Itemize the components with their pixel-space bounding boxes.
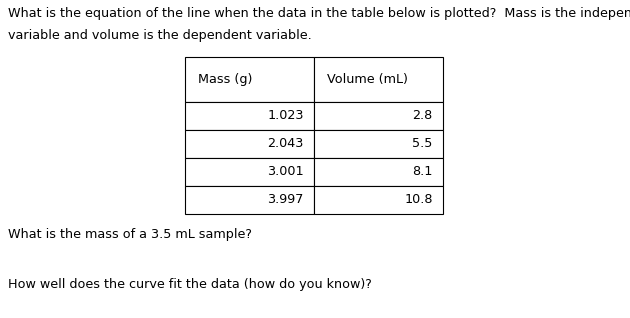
Text: 8.1: 8.1 — [412, 165, 433, 178]
Text: What is the mass of a 3.5 mL sample?: What is the mass of a 3.5 mL sample? — [8, 228, 252, 241]
Text: variable and volume is the dependent variable.: variable and volume is the dependent var… — [8, 29, 312, 42]
Bar — [185, 158, 314, 186]
Text: How well does the curve fit the data (how do you know)?: How well does the curve fit the data (ho… — [8, 278, 372, 291]
Bar — [314, 102, 443, 130]
Text: 3.001: 3.001 — [267, 165, 304, 178]
Bar — [185, 186, 314, 214]
Text: Volume (mL): Volume (mL) — [327, 73, 408, 86]
Text: What is the equation of the line when the data in the table below is plotted?  M: What is the equation of the line when th… — [8, 7, 630, 20]
Bar — [185, 130, 314, 158]
Text: 5.5: 5.5 — [412, 137, 433, 150]
Text: 1.023: 1.023 — [267, 109, 304, 122]
Bar — [314, 130, 443, 158]
Bar — [314, 57, 443, 102]
Bar — [314, 186, 443, 214]
Text: 2.8: 2.8 — [413, 109, 433, 122]
Text: 10.8: 10.8 — [404, 193, 433, 206]
Text: 2.043: 2.043 — [267, 137, 304, 150]
Bar — [314, 158, 443, 186]
Bar — [185, 102, 314, 130]
Text: 3.997: 3.997 — [267, 193, 304, 206]
Text: Mass (g): Mass (g) — [198, 73, 252, 86]
Bar — [185, 57, 314, 102]
